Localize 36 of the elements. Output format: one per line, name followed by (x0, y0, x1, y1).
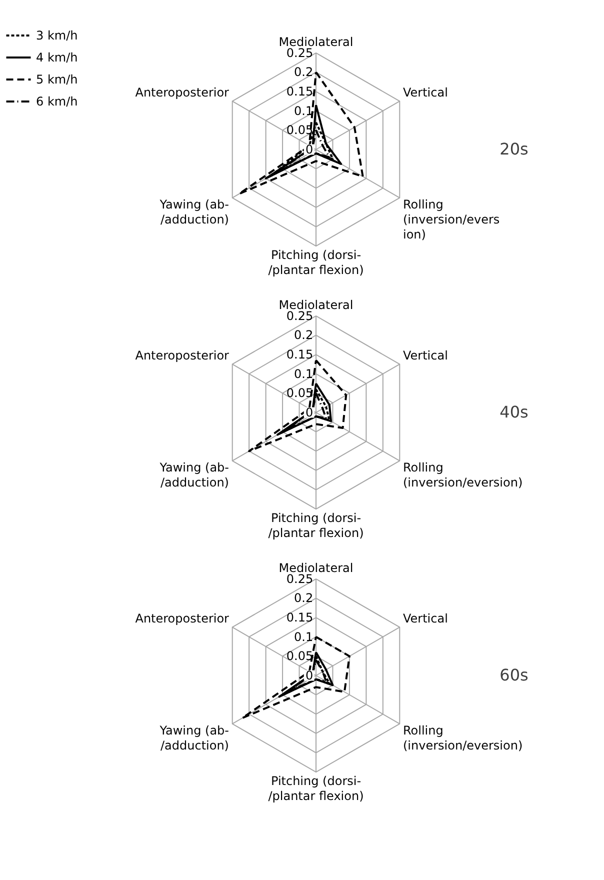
y-tick-label: 0.1 (294, 366, 314, 381)
legend-label: 4 km/h (36, 50, 78, 64)
spoke-label: Anteroposterior (135, 611, 230, 626)
spoke-label: Anteroposterior (135, 85, 230, 100)
text: 20s (500, 140, 528, 158)
spoke-label: Rolling (inversion/eversion) (402, 724, 523, 753)
spoke-label: Rolling (inversion/eversion) (402, 460, 523, 490)
y-tick-label: 0.1 (294, 104, 314, 118)
spoke-label: Yawing (ab- /adduction) (158, 460, 230, 490)
y-tick-label: 0.2 (294, 328, 314, 342)
spoke-label: Yawing (ab- /adduction) (158, 724, 230, 753)
y-tick-label: 0.1 (294, 630, 314, 644)
y-tick-label: 0 (305, 406, 314, 420)
legend-label: 6 km/h (36, 94, 78, 108)
spoke-label: Vertical (402, 85, 448, 100)
y-tick-label: 0.2 (294, 65, 314, 80)
text: 40s (500, 402, 528, 422)
y-tick-label: 0 (305, 142, 314, 156)
spoke-label: Vertical (402, 611, 448, 626)
spoke-label: Pitching (dorsi- /plantar flexion) (268, 510, 364, 540)
spoke-label: Vertical (402, 348, 448, 362)
y-tick-label: 0.05 (286, 649, 314, 664)
y-tick-label: 0.2 (294, 591, 314, 606)
y-tick-label: 0.15 (286, 84, 314, 99)
y-tick-label: 0.15 (286, 610, 314, 625)
spoke-label: Yawing (ab- /adduction) (158, 198, 230, 227)
spoke-label: Anteroposterior (135, 348, 230, 362)
y-tick-label: 0.05 (286, 123, 314, 138)
text: 60s (500, 666, 528, 684)
spoke-label: Pitching (dorsi- /plantar flexion) (268, 774, 364, 803)
spoke-label: Rolling (inversion/evers ion) (402, 198, 500, 242)
y-tick-label: 0.15 (286, 348, 314, 362)
legend-label: 5 km/h (36, 72, 78, 86)
spoke-label: Pitching (dorsi- /plantar flexion) (268, 248, 364, 277)
legend-label: 3 km/h (36, 28, 78, 42)
y-tick-label: 0 (305, 668, 314, 682)
